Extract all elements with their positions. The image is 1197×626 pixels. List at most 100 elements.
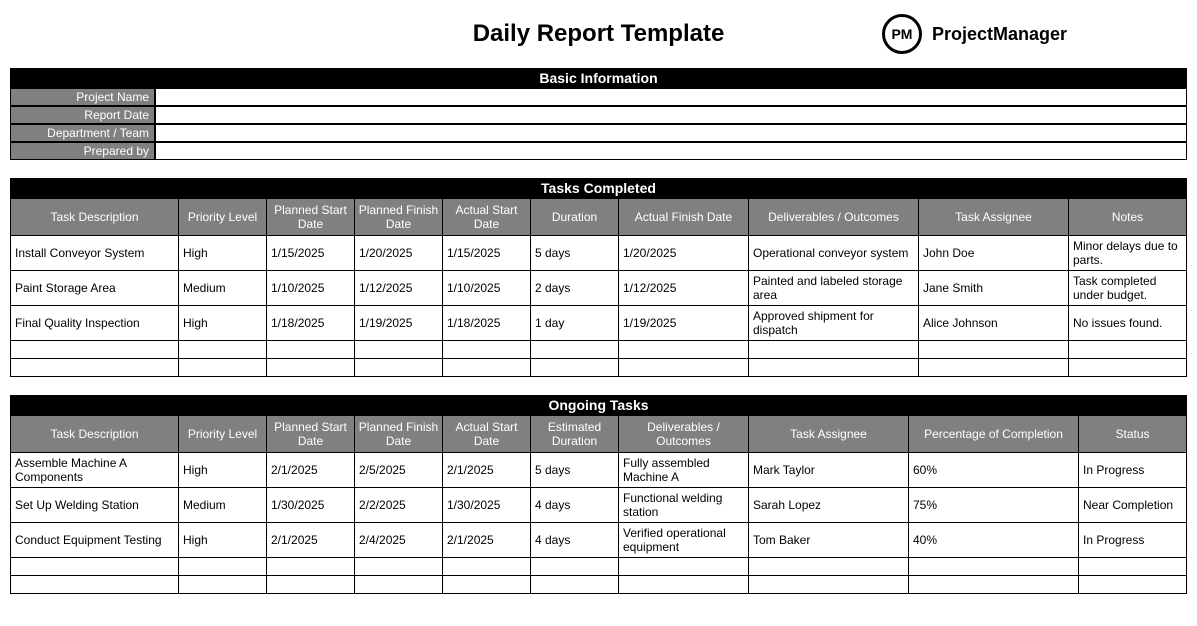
table-cell[interactable] <box>267 341 355 359</box>
table-cell[interactable]: 1/15/2025 <box>267 236 355 271</box>
table-cell[interactable]: Sarah Lopez <box>749 488 909 523</box>
table-cell[interactable]: 2/1/2025 <box>443 523 531 558</box>
table-cell[interactable] <box>619 359 749 377</box>
table-cell[interactable] <box>619 576 749 594</box>
table-cell[interactable] <box>619 558 749 576</box>
table-cell[interactable] <box>267 359 355 377</box>
table-cell[interactable]: 1/18/2025 <box>443 306 531 341</box>
table-cell[interactable]: High <box>179 306 267 341</box>
table-cell[interactable]: 4 days <box>531 523 619 558</box>
table-cell[interactable]: Functional welding station <box>619 488 749 523</box>
table-cell[interactable]: 1/30/2025 <box>443 488 531 523</box>
table-cell[interactable] <box>11 576 179 594</box>
table-cell[interactable] <box>11 359 179 377</box>
table-cell[interactable]: 1/10/2025 <box>267 271 355 306</box>
table-cell[interactable] <box>179 341 267 359</box>
table-cell[interactable]: High <box>179 523 267 558</box>
basic-info-value[interactable] <box>155 142 1187 160</box>
table-cell[interactable] <box>355 359 443 377</box>
table-cell[interactable] <box>1079 576 1187 594</box>
table-cell[interactable] <box>919 341 1069 359</box>
table-cell[interactable]: Alice Johnson <box>919 306 1069 341</box>
table-cell[interactable] <box>355 341 443 359</box>
table-cell[interactable]: 1/20/2025 <box>619 236 749 271</box>
table-cell[interactable] <box>11 558 179 576</box>
table-cell[interactable]: In Progress <box>1079 453 1187 488</box>
table-cell[interactable] <box>619 341 749 359</box>
table-cell[interactable]: Paint Storage Area <box>11 271 179 306</box>
table-cell[interactable]: 1/15/2025 <box>443 236 531 271</box>
table-cell[interactable]: 1/10/2025 <box>443 271 531 306</box>
table-cell[interactable]: Tom Baker <box>749 523 909 558</box>
table-cell[interactable] <box>531 359 619 377</box>
table-cell[interactable] <box>749 359 919 377</box>
table-cell[interactable]: Medium <box>179 271 267 306</box>
table-cell[interactable]: High <box>179 453 267 488</box>
table-cell[interactable]: Fully assembled Machine A <box>619 453 749 488</box>
table-cell[interactable]: Install Conveyor System <box>11 236 179 271</box>
table-cell[interactable] <box>749 341 919 359</box>
table-cell[interactable]: 1/30/2025 <box>267 488 355 523</box>
table-cell[interactable] <box>749 558 909 576</box>
table-cell[interactable]: No issues found. <box>1069 306 1187 341</box>
table-cell[interactable] <box>443 576 531 594</box>
table-cell[interactable]: 1/12/2025 <box>619 271 749 306</box>
table-cell[interactable]: Set Up Welding Station <box>11 488 179 523</box>
table-cell[interactable] <box>531 341 619 359</box>
table-cell[interactable]: 1/18/2025 <box>267 306 355 341</box>
basic-info-value[interactable] <box>155 106 1187 124</box>
table-cell[interactable]: Verified operational equipment <box>619 523 749 558</box>
table-cell[interactable] <box>919 359 1069 377</box>
table-cell[interactable]: Operational conveyor system <box>749 236 919 271</box>
table-cell[interactable]: Conduct Equipment Testing <box>11 523 179 558</box>
table-cell[interactable]: 2/5/2025 <box>355 453 443 488</box>
table-cell[interactable]: 5 days <box>531 236 619 271</box>
table-cell[interactable] <box>749 576 909 594</box>
table-cell[interactable]: Approved shipment for dispatch <box>749 306 919 341</box>
table-cell[interactable]: 2/1/2025 <box>267 523 355 558</box>
table-cell[interactable] <box>909 558 1079 576</box>
table-cell[interactable]: 1 day <box>531 306 619 341</box>
table-cell[interactable]: Minor delays due to parts. <box>1069 236 1187 271</box>
table-cell[interactable]: 5 days <box>531 453 619 488</box>
table-cell[interactable] <box>443 341 531 359</box>
table-cell[interactable] <box>179 359 267 377</box>
table-cell[interactable]: Final Quality Inspection <box>11 306 179 341</box>
table-cell[interactable]: 4 days <box>531 488 619 523</box>
table-cell[interactable] <box>179 576 267 594</box>
table-cell[interactable] <box>179 558 267 576</box>
table-cell[interactable]: 75% <box>909 488 1079 523</box>
table-cell[interactable]: High <box>179 236 267 271</box>
basic-info-value[interactable] <box>155 88 1187 106</box>
table-cell[interactable]: Near Completion <box>1079 488 1187 523</box>
table-cell[interactable]: 40% <box>909 523 1079 558</box>
table-cell[interactable]: 1/19/2025 <box>355 306 443 341</box>
table-cell[interactable]: John Doe <box>919 236 1069 271</box>
table-cell[interactable]: 2/1/2025 <box>267 453 355 488</box>
table-cell[interactable] <box>355 576 443 594</box>
table-cell[interactable]: 2/2/2025 <box>355 488 443 523</box>
table-cell[interactable] <box>1069 359 1187 377</box>
table-cell[interactable] <box>1069 341 1187 359</box>
table-cell[interactable]: 2/4/2025 <box>355 523 443 558</box>
table-cell[interactable]: In Progress <box>1079 523 1187 558</box>
table-cell[interactable]: Jane Smith <box>919 271 1069 306</box>
table-cell[interactable] <box>11 341 179 359</box>
table-cell[interactable] <box>909 576 1079 594</box>
table-cell[interactable]: 1/12/2025 <box>355 271 443 306</box>
table-cell[interactable]: 60% <box>909 453 1079 488</box>
table-cell[interactable]: Task completed under budget. <box>1069 271 1187 306</box>
table-cell[interactable]: 2 days <box>531 271 619 306</box>
table-cell[interactable] <box>443 558 531 576</box>
table-cell[interactable]: Medium <box>179 488 267 523</box>
table-cell[interactable] <box>531 558 619 576</box>
basic-info-value[interactable] <box>155 124 1187 142</box>
table-cell[interactable] <box>267 558 355 576</box>
table-cell[interactable]: Painted and labeled storage area <box>749 271 919 306</box>
table-cell[interactable]: 1/19/2025 <box>619 306 749 341</box>
table-cell[interactable] <box>355 558 443 576</box>
table-cell[interactable] <box>1079 558 1187 576</box>
table-cell[interactable] <box>267 576 355 594</box>
table-cell[interactable] <box>443 359 531 377</box>
table-cell[interactable]: 1/20/2025 <box>355 236 443 271</box>
